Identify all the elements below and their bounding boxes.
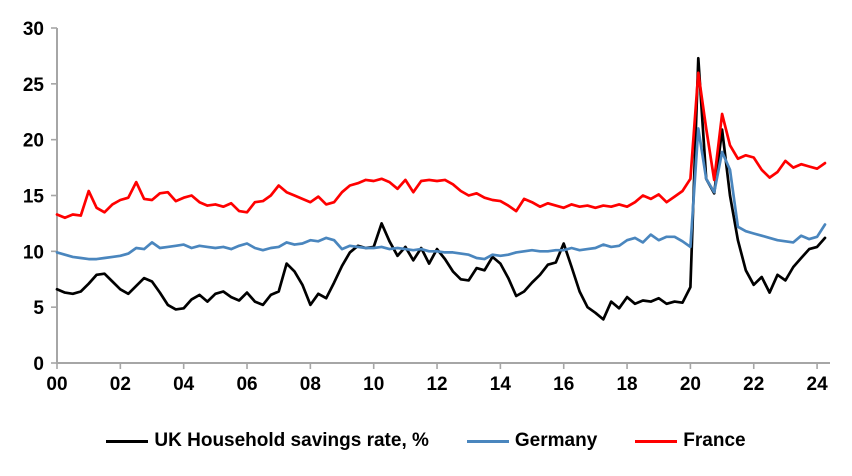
series-line-germany <box>55 127 827 261</box>
x-tick-label: 20 <box>680 374 701 395</box>
y-tick-label: 0 <box>33 354 44 375</box>
chart-svg: 0 5 10 15 20 25 30 00 02 04 06 08 10 12 14 16 18 20 22 24 <box>23 19 830 395</box>
x-tick-label: 00 <box>46 374 67 395</box>
legend-label-france: France <box>683 430 746 451</box>
x-tick-label: 10 <box>363 374 384 395</box>
legend-line-sample-uk <box>106 439 149 443</box>
legend-line-sample-germany <box>466 439 509 443</box>
legend-item-uk: UK Household savings rate, % <box>106 430 429 452</box>
legend-item-france: France <box>635 430 746 452</box>
x-tick-label: 04 <box>173 374 195 395</box>
x-tick-label: 06 <box>236 374 257 395</box>
x-tick-label: 14 <box>490 374 512 395</box>
y-tick-label: 20 <box>23 131 44 152</box>
y-tick-label: 25 <box>23 75 45 96</box>
y-tick-label: 15 <box>23 187 45 208</box>
legend-item-germany: Germany <box>466 430 598 452</box>
y-tick-label: 30 <box>23 19 44 40</box>
x-tick-label: 24 <box>807 374 829 395</box>
chart-legend: UK Household savings rate, % Germany Fra… <box>0 430 852 452</box>
legend-label-germany: Germany <box>514 430 598 451</box>
y-tick-label: 10 <box>23 242 44 263</box>
plot-area: 0 5 10 15 20 25 30 00 02 04 06 08 10 12 14 16 18 20 22 24 <box>23 19 830 395</box>
series-line-france <box>55 71 827 220</box>
x-tick-label: 08 <box>300 374 321 395</box>
legend-line-sample-france <box>635 439 678 443</box>
x-tick-label: 12 <box>426 374 447 395</box>
x-tick-label: 22 <box>743 374 764 395</box>
series-line-uk <box>55 56 827 321</box>
y-tick-label: 5 <box>33 298 44 319</box>
x-tick-label: 16 <box>553 374 574 395</box>
x-tick-label: 18 <box>616 374 637 395</box>
legend-label-uk: UK Household savings rate, % <box>154 430 429 451</box>
x-tick-label: 02 <box>110 374 131 395</box>
